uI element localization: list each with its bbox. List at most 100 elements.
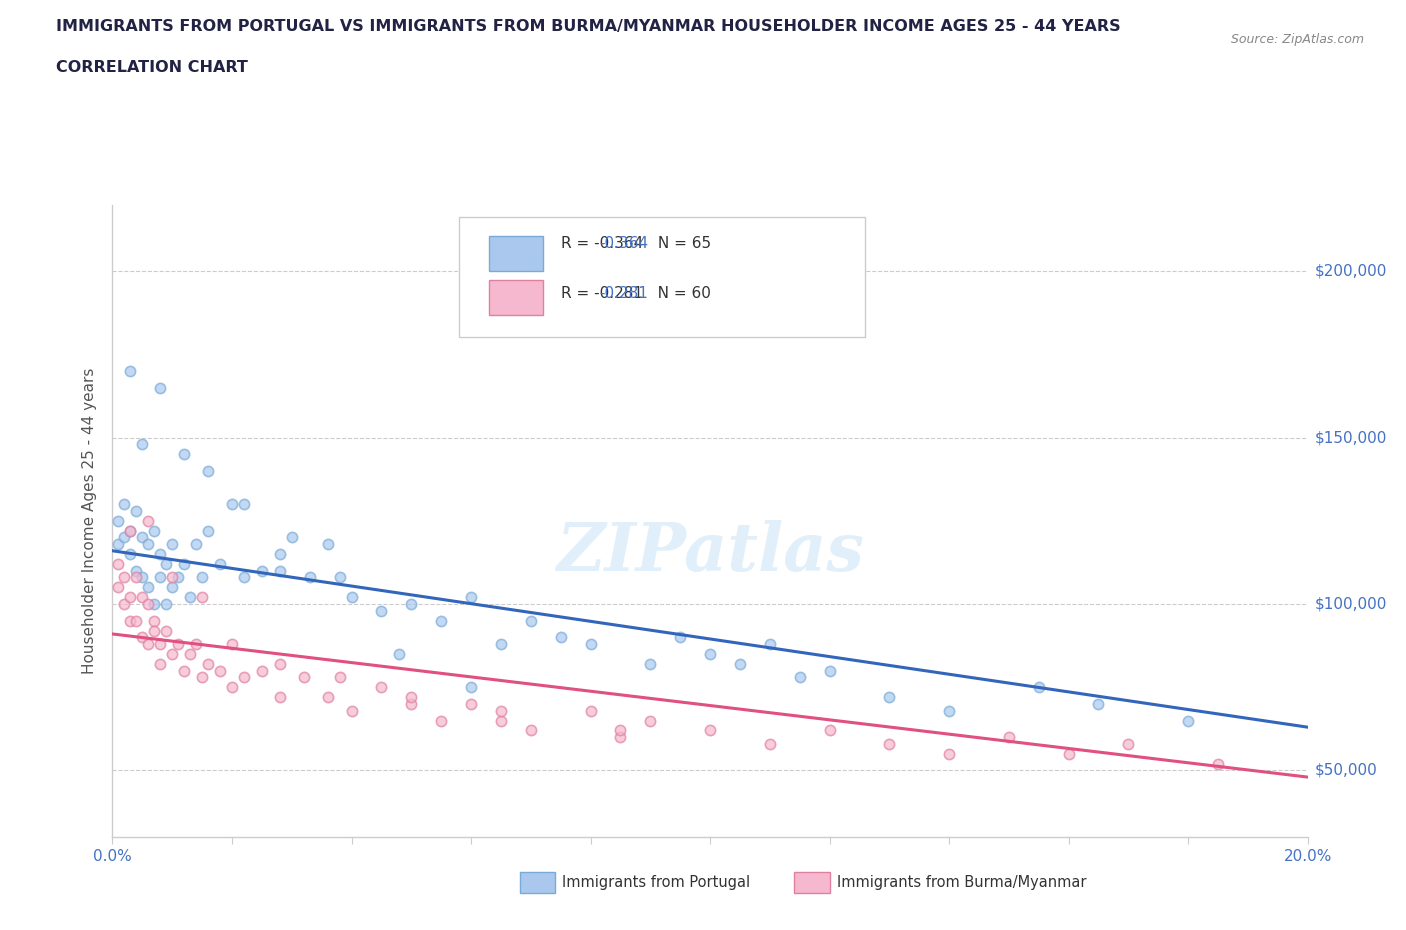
Point [120, 590, 142, 604]
Text: R = -0.364   N = 65: R = -0.364 N = 65 [561, 236, 711, 251]
FancyBboxPatch shape [489, 236, 543, 271]
Point [149, 657, 172, 671]
Text: ZIPatlas: ZIPatlas [557, 520, 863, 585]
Point [1087, 697, 1109, 711]
Point [489, 636, 512, 651]
Point [149, 636, 172, 651]
Point [430, 613, 453, 628]
Point [1028, 680, 1050, 695]
Point [520, 723, 543, 737]
Point [155, 596, 177, 611]
Point [759, 636, 782, 651]
Point [759, 737, 782, 751]
Point [114, 596, 135, 611]
Point [138, 513, 160, 528]
Point [938, 747, 960, 762]
Point [191, 670, 214, 684]
Point [131, 437, 153, 452]
Point [221, 636, 243, 651]
Point [143, 596, 166, 611]
Point [281, 530, 304, 545]
Point [269, 564, 291, 578]
Point [120, 524, 142, 538]
Point [138, 580, 160, 595]
Point [131, 590, 153, 604]
Point [232, 670, 256, 684]
Point [162, 570, 183, 585]
Text: -0.281: -0.281 [599, 286, 648, 300]
Point [208, 663, 231, 678]
Text: $150,000: $150,000 [1315, 430, 1386, 445]
Point [340, 703, 363, 718]
Text: Immigrants from Portugal: Immigrants from Portugal [562, 875, 751, 890]
Point [167, 636, 190, 651]
Point [143, 613, 166, 628]
Point [699, 646, 721, 661]
Point [609, 730, 631, 745]
Point [179, 590, 201, 604]
Point [221, 680, 243, 695]
Text: -0.364: -0.364 [599, 236, 648, 251]
Point [120, 613, 142, 628]
Point [292, 670, 315, 684]
Point [269, 547, 291, 562]
Point [114, 570, 135, 585]
Point [250, 564, 273, 578]
Point [162, 580, 183, 595]
Point [138, 636, 160, 651]
Point [131, 570, 153, 585]
Point [638, 713, 662, 728]
Point [191, 570, 214, 585]
Point [114, 497, 135, 512]
Point [638, 657, 662, 671]
Point [232, 570, 256, 585]
Point [120, 524, 142, 538]
Point [579, 703, 602, 718]
Point [460, 697, 482, 711]
Point [818, 663, 841, 678]
Point [818, 723, 841, 737]
Point [699, 723, 721, 737]
Point [162, 646, 183, 661]
Point [107, 513, 129, 528]
Point [269, 657, 291, 671]
Point [609, 723, 631, 737]
Point [669, 630, 692, 644]
Point [186, 636, 208, 651]
Point [1177, 713, 1199, 728]
Point [143, 524, 166, 538]
Point [430, 713, 453, 728]
Point [125, 570, 148, 585]
Text: $100,000: $100,000 [1315, 596, 1386, 612]
FancyBboxPatch shape [489, 281, 543, 315]
Point [550, 630, 572, 644]
Point [877, 690, 901, 705]
Point [316, 690, 339, 705]
Point [998, 730, 1021, 745]
Point [125, 613, 148, 628]
Point [489, 703, 512, 718]
Point [125, 564, 148, 578]
Point [460, 590, 482, 604]
Point [155, 623, 177, 638]
Point [208, 557, 231, 572]
Point [1118, 737, 1140, 751]
Point [877, 737, 901, 751]
Point [401, 690, 423, 705]
FancyBboxPatch shape [458, 218, 865, 338]
Point [107, 537, 129, 551]
Point [938, 703, 960, 718]
Point [1057, 747, 1080, 762]
Point [401, 596, 423, 611]
Point [197, 657, 219, 671]
Point [328, 570, 352, 585]
Point [728, 657, 751, 671]
Point [191, 590, 214, 604]
Point [155, 557, 177, 572]
Point [489, 713, 512, 728]
Point [120, 364, 142, 379]
Point [250, 663, 273, 678]
Text: IMMIGRANTS FROM PORTUGAL VS IMMIGRANTS FROM BURMA/MYANMAR HOUSEHOLDER INCOME AGE: IMMIGRANTS FROM PORTUGAL VS IMMIGRANTS F… [56, 19, 1121, 33]
Point [340, 590, 363, 604]
Point [120, 547, 142, 562]
